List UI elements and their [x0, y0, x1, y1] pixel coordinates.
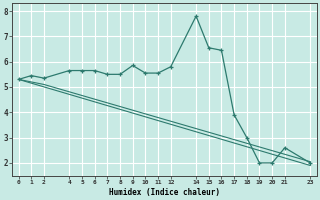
X-axis label: Humidex (Indice chaleur): Humidex (Indice chaleur) [109, 188, 220, 197]
